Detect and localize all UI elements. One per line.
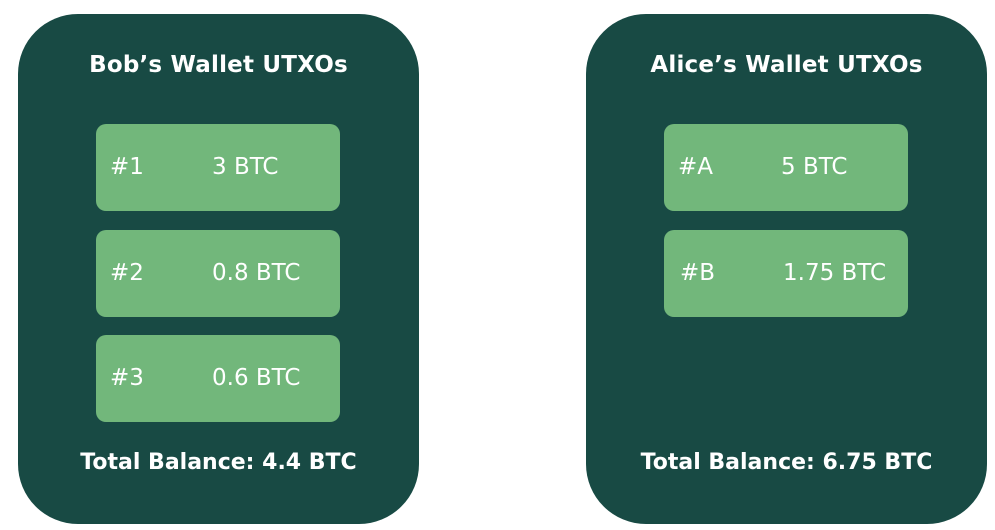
utxo-id: #B xyxy=(680,260,716,286)
utxo-id: #3 xyxy=(110,365,144,391)
total-balance: Total Balance: 4.4 BTC xyxy=(80,450,357,475)
utxo-card: #2 0.8 BTC xyxy=(96,230,340,317)
utxo-card: #3 0.6 BTC xyxy=(96,335,340,422)
utxo-card: #B 1.75 BTC xyxy=(664,230,908,317)
wallet-title: Alice’s Wallet UTXOs xyxy=(650,52,923,78)
utxo-amount: 0.8 BTC xyxy=(212,260,301,286)
utxo-id: #1 xyxy=(110,154,144,180)
utxo-amount: 0.6 BTC xyxy=(212,365,301,391)
utxo-amount: 1.75 BTC xyxy=(783,260,887,286)
alice-wallet-panel: Alice’s Wallet UTXOs #A 5 BTC #B 1.75 BT… xyxy=(586,14,987,524)
total-balance: Total Balance: 6.75 BTC xyxy=(640,450,933,475)
utxo-amount: 3 BTC xyxy=(212,154,279,180)
bob-wallet-panel: Bob’s Wallet UTXOs #1 3 BTC #2 0.8 BTC #… xyxy=(18,14,419,524)
utxo-id: #A xyxy=(678,154,714,180)
utxo-card: #1 3 BTC xyxy=(96,124,340,211)
utxo-amount: 5 BTC xyxy=(781,154,848,180)
utxo-id: #2 xyxy=(110,260,144,286)
utxo-card: #A 5 BTC xyxy=(664,124,908,211)
wallet-title: Bob’s Wallet UTXOs xyxy=(89,52,348,78)
